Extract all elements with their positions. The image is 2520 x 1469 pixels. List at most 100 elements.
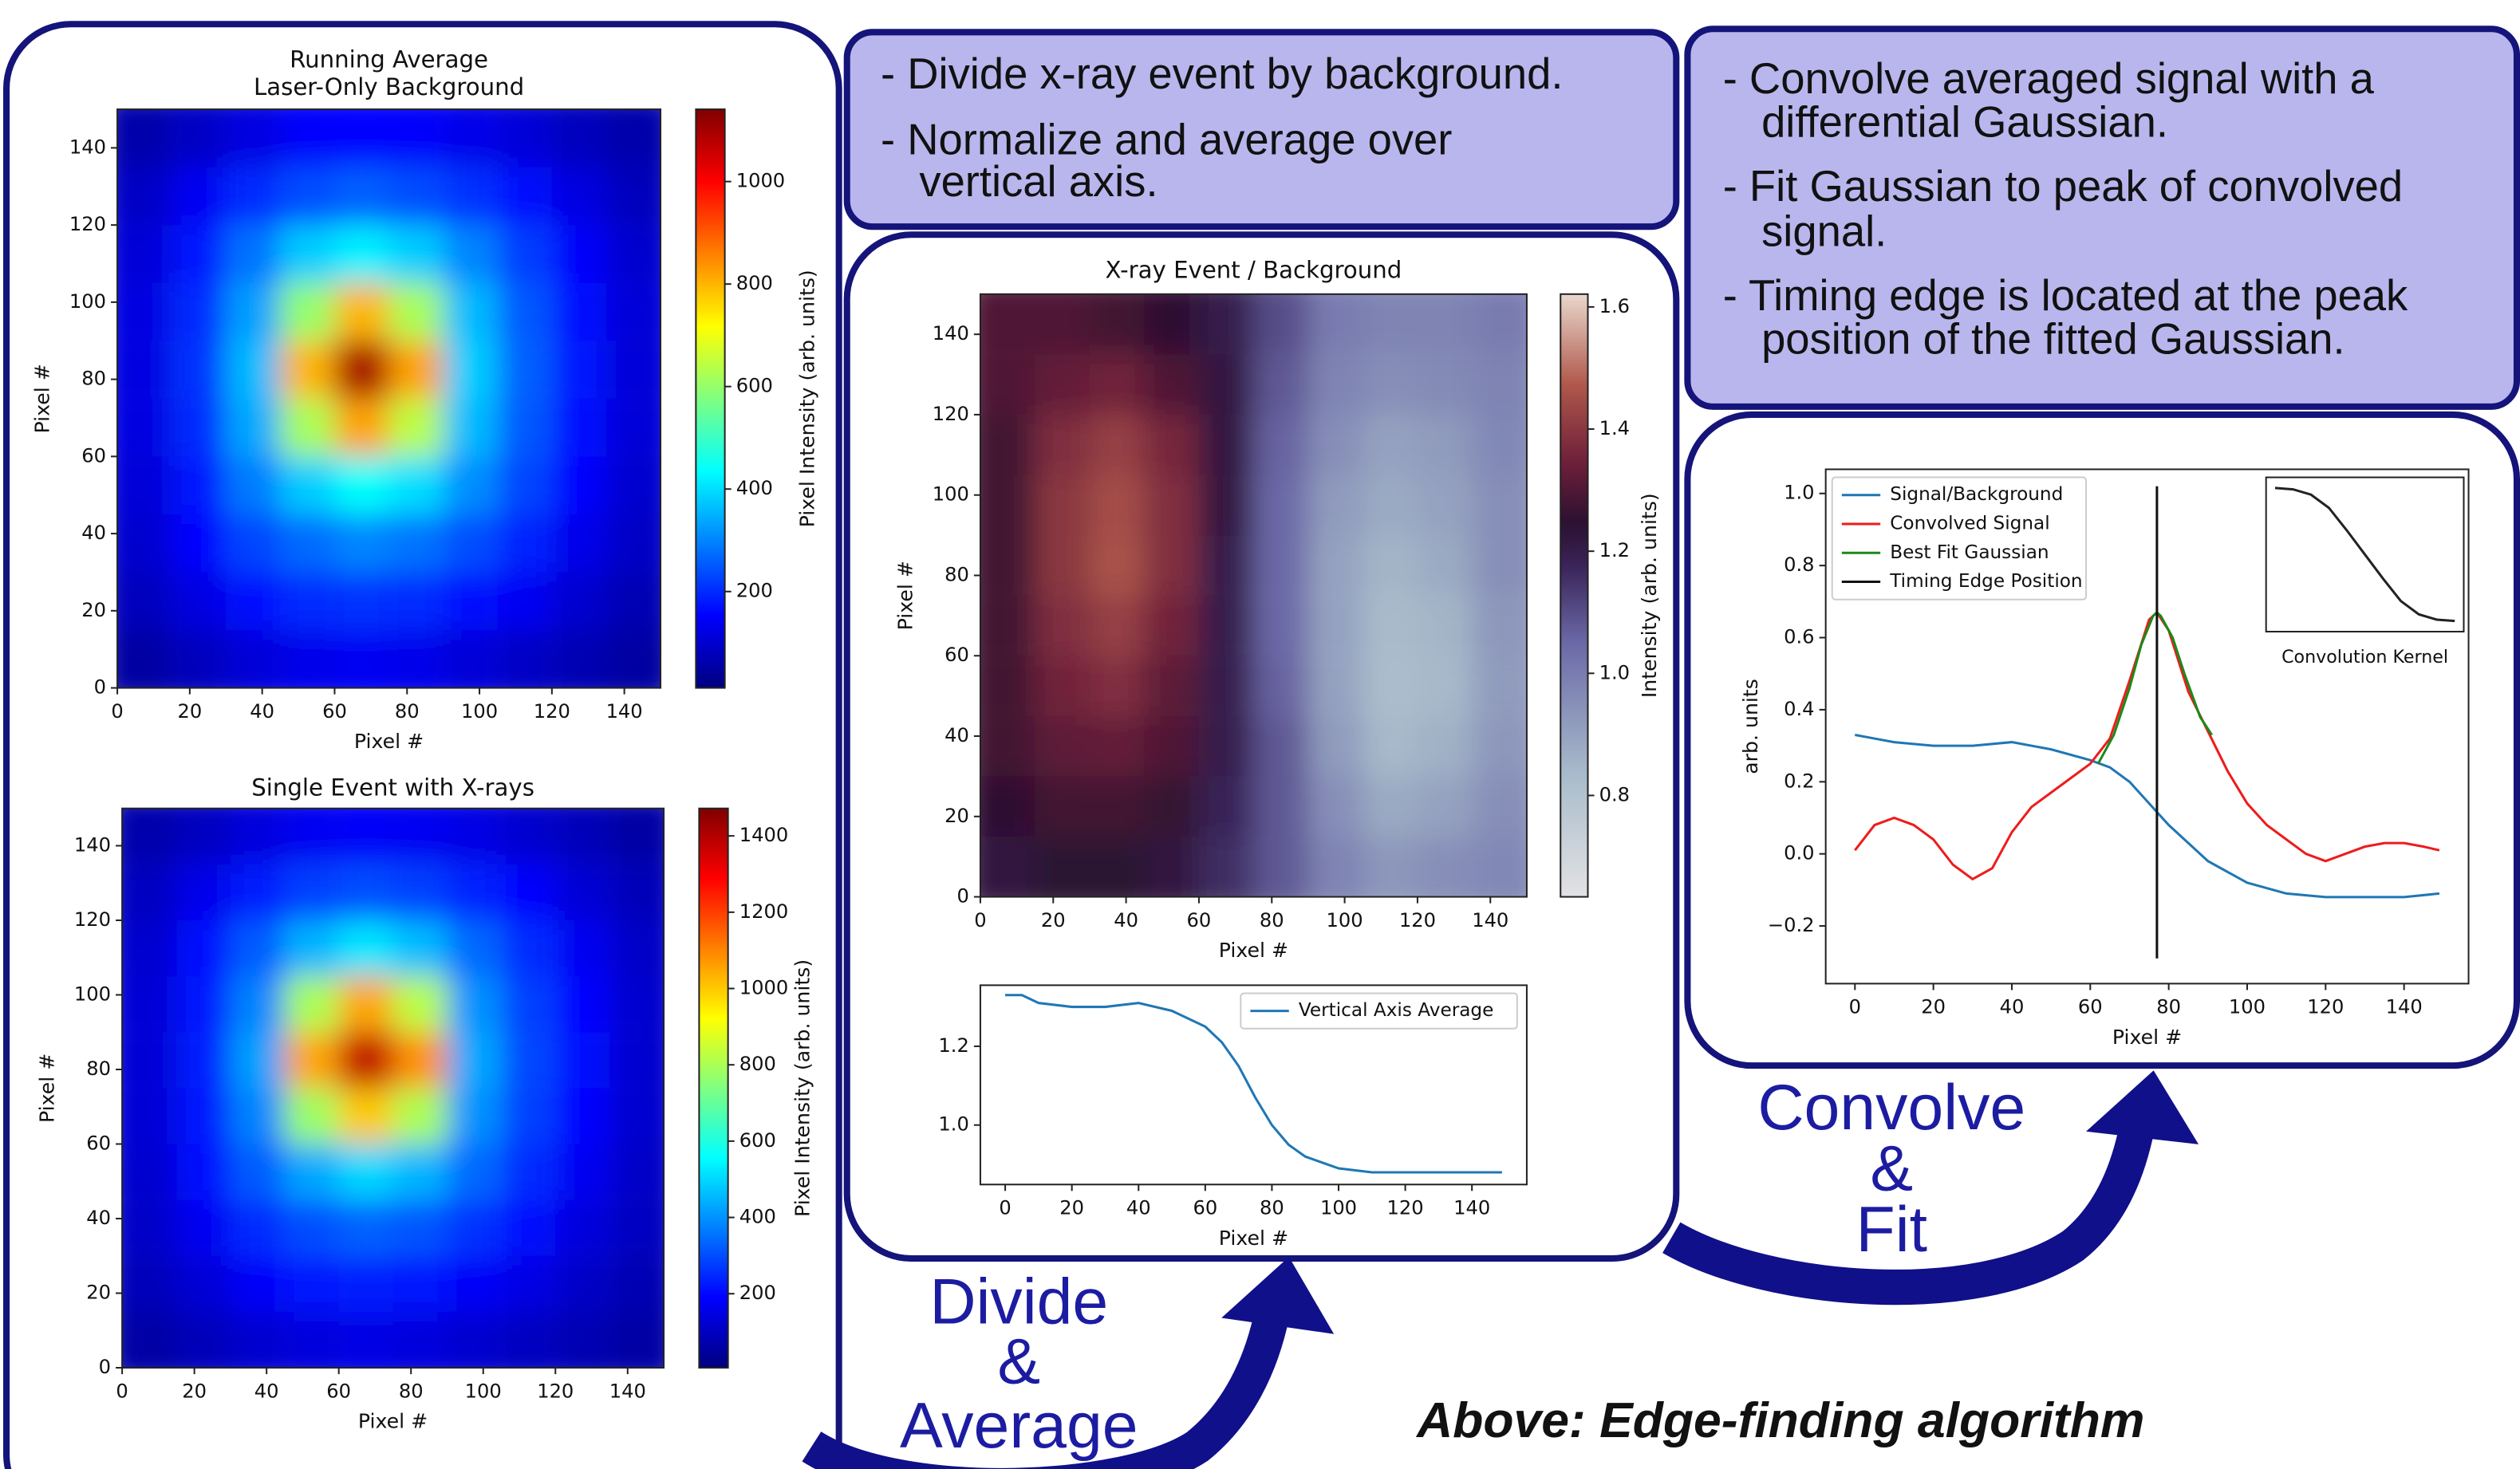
x-tick-label: 0 (1849, 996, 1861, 1018)
heatmap-cell (1253, 535, 1307, 596)
legend-label: Vertical Axis Average (1299, 999, 1493, 1021)
x-tick-label: 40 (1114, 909, 1138, 931)
heatmap-cell (1418, 656, 1472, 716)
heatmap-cell (447, 1256, 501, 1312)
y-axis-label: Pixel # (893, 561, 917, 630)
heatmap-cell (1144, 535, 1198, 596)
heatmap-cell (447, 864, 501, 920)
heatmap-cell (226, 572, 280, 630)
heatmap-cell (1144, 596, 1198, 656)
heatmap-cell (498, 225, 552, 283)
heatmap-cell (285, 1144, 339, 1200)
y-tick-label: 0 (94, 676, 106, 699)
heatmap-cell (552, 456, 606, 514)
y-tick-label: 140 (74, 833, 111, 856)
colorbar-tick-label: 600 (736, 375, 773, 397)
heatmap-cell (555, 1032, 609, 1088)
heatmap-cell (1363, 776, 1417, 837)
arrow-head (1221, 1257, 1334, 1334)
colorbar-tick-label: 1.0 (1599, 661, 1630, 683)
heatmap-cell (1253, 475, 1307, 536)
y-tick-label: 1.0 (1784, 482, 1814, 504)
x-tick-label: 40 (254, 1380, 279, 1402)
heatmap-cell (444, 225, 498, 283)
x-tick-label: 0 (111, 700, 123, 723)
heatmap-cell (389, 167, 444, 226)
x-tick-label: 0 (974, 909, 986, 931)
chart-title: Running Average (290, 46, 488, 73)
x-axis-label: Pixel # (358, 1410, 428, 1433)
y-tick-label: 120 (69, 213, 106, 235)
colorbar-label: Intensity (arb. units) (1638, 493, 1661, 698)
heatmap-cell (1308, 596, 1363, 656)
right-panel (1687, 415, 2517, 1065)
y-tick-label: 120 (933, 403, 969, 425)
heatmap-cell (1308, 776, 1363, 837)
heatmap-cell (339, 976, 393, 1032)
heatmap-cell (1363, 475, 1417, 536)
heatmap-cell (389, 225, 444, 283)
colorbar-tick-label: 0.8 (1599, 783, 1630, 805)
x-tick-label: 120 (534, 700, 570, 723)
heatmap-cell (280, 572, 334, 630)
x-tick-label: 40 (2000, 996, 2025, 1018)
heatmap-cell (498, 456, 552, 514)
heatmap-cell (555, 1256, 609, 1312)
heatmap-cell (498, 572, 552, 630)
heatmap-cell (1363, 415, 1417, 475)
x-tick-label: 80 (399, 1380, 424, 1402)
heatmap-cell (1363, 656, 1417, 716)
heatmap-cells (98, 90, 680, 707)
heatmap-cell (555, 1200, 609, 1256)
bullet-text: vertical axis. (919, 157, 1157, 206)
heatmap-cell (1308, 415, 1363, 475)
colorbar-tick-label: 600 (739, 1129, 776, 1152)
arrow-label: Average (900, 1390, 1138, 1462)
heatmap-cell (334, 399, 388, 457)
heatmap-cell (393, 1144, 448, 1200)
colorbar (699, 809, 728, 1368)
caption: Above: Edge-finding algorithm (1415, 1392, 2144, 1448)
heatmap-cell (172, 167, 226, 226)
heatmap-cell (393, 920, 448, 976)
heatmap-cells (103, 790, 683, 1388)
heatmap-cell (1418, 716, 1472, 777)
heatmap-cell (1199, 776, 1253, 837)
heatmap-cell (1199, 415, 1253, 475)
colorbar-tick-label: 1.4 (1599, 417, 1630, 439)
colorbar-tick-label: 1.6 (1599, 295, 1630, 317)
heatmap-cell (501, 1088, 555, 1144)
heatmap-cell (172, 399, 226, 457)
colorbar-tick-label: 1000 (739, 977, 788, 999)
x-tick-label: 140 (2386, 996, 2423, 1018)
heatmap-cell (389, 283, 444, 341)
x-axis-label: Pixel # (354, 730, 424, 753)
colorbar (1560, 294, 1587, 897)
bullet-text: - Divide x-ray event by background. (881, 49, 1563, 98)
heatmap-cell (444, 341, 498, 399)
heatmap-cell (339, 1032, 393, 1088)
heatmap-cell (555, 1144, 609, 1200)
heatmap-cell (552, 514, 606, 573)
heatmap-cell (176, 1144, 231, 1200)
x-tick-label: 100 (1327, 909, 1363, 931)
heatmap-cell (1308, 354, 1363, 415)
heatmap-cell (1253, 596, 1307, 656)
heatmap-cell (231, 1088, 285, 1144)
heatmap-cell (1035, 776, 1089, 837)
colorbar-tick-label: 1200 (739, 900, 788, 923)
x-axis-label: Pixel # (2112, 1026, 2182, 1049)
x-axis-label: Pixel # (1219, 939, 1288, 962)
heatmap-cell (1090, 475, 1144, 536)
heatmap-cell (1363, 535, 1417, 596)
x-tick-label: 60 (2078, 996, 2103, 1018)
colorbar-tick-label: 200 (736, 580, 773, 602)
heatmap-cell (1308, 535, 1363, 596)
heatmap-cell (1418, 475, 1472, 536)
x-tick-label: 20 (1041, 909, 1066, 931)
heatmap-cell (285, 1256, 339, 1312)
heatmap-cell (285, 976, 339, 1032)
colorbar-label: Pixel Intensity (arb. units) (791, 959, 814, 1217)
heatmap-cell (226, 341, 280, 399)
bullet-text: - Fit Gaussian to peak of convolved (1723, 162, 2403, 211)
